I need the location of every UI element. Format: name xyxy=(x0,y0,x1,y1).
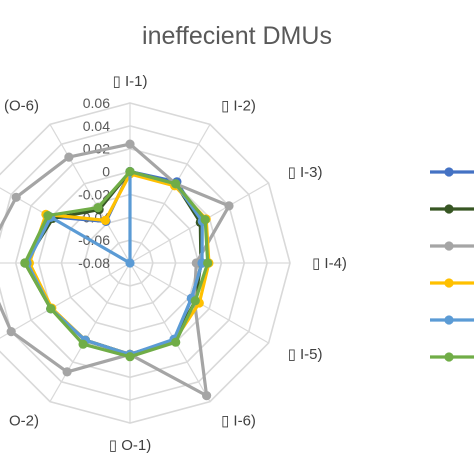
legend-key xyxy=(430,315,474,325)
data-point xyxy=(62,367,72,377)
category-label: O-2) xyxy=(9,413,39,430)
data-point xyxy=(203,258,213,268)
legend-marker xyxy=(444,315,454,325)
legend-key xyxy=(430,278,474,288)
legend-key xyxy=(430,167,474,177)
data-point xyxy=(125,258,135,268)
legend-key xyxy=(430,204,474,214)
data-point xyxy=(202,391,212,401)
grid-spoke xyxy=(129,262,211,402)
chart-title: ineffecient DMUs xyxy=(142,22,332,50)
category-label: ▯ I-2) xyxy=(221,97,256,114)
data-point xyxy=(78,339,88,349)
radial-axis: 0.060.040.020-0.02-0.04-0.06-0.08 xyxy=(78,95,110,271)
category-labels: ▯ I-1) ▯ I-2) ▯ I-3) ▯ I-4) ▯ I-5) ▯ I-6) ▯ O-… xyxy=(4,73,347,454)
data-point xyxy=(100,215,110,225)
category-label: ▯ I-6) xyxy=(221,413,256,430)
data-point xyxy=(190,296,200,306)
legend-marker xyxy=(444,278,454,288)
legend-marker xyxy=(444,204,454,214)
data-point xyxy=(171,337,181,347)
data-point xyxy=(125,139,135,149)
data-point xyxy=(20,258,30,268)
radial-tick-label: -0.08 xyxy=(78,255,110,271)
legend-marker xyxy=(444,167,454,177)
legend-marker xyxy=(444,352,454,362)
data-point xyxy=(64,152,74,162)
category-label: ▯ I-1) xyxy=(113,73,148,90)
grid-spoke xyxy=(49,124,131,264)
radial-tick-label: -0.02 xyxy=(78,186,110,202)
category-label: (O-6) xyxy=(4,97,39,114)
data-point xyxy=(200,215,210,225)
data-point xyxy=(125,352,135,362)
data-point xyxy=(43,211,53,221)
data-point xyxy=(171,179,181,189)
data-point xyxy=(125,167,135,177)
radial-tick-label: 0.06 xyxy=(83,95,110,111)
data-point xyxy=(93,203,103,213)
legend xyxy=(430,167,474,362)
category-label: ▯ O-1) xyxy=(109,437,151,454)
data-point xyxy=(46,304,56,314)
category-label: ▯ I-5) xyxy=(288,346,323,363)
legend-marker xyxy=(444,241,454,251)
category-label: ▯ I-4) xyxy=(312,255,347,272)
legend-key xyxy=(430,352,474,362)
radial-tick-label: 0 xyxy=(102,164,110,180)
radar-spokes xyxy=(0,103,290,423)
grid-spoke xyxy=(129,124,211,264)
legend-key xyxy=(430,241,474,251)
radial-tick-label: 0.04 xyxy=(83,118,110,134)
series-6 xyxy=(20,167,213,362)
data-series xyxy=(0,139,234,401)
category-label: ▯ I-3) xyxy=(288,164,323,181)
grid-spoke xyxy=(49,262,131,402)
data-point xyxy=(11,192,21,202)
data-point xyxy=(6,327,16,337)
data-point xyxy=(224,201,234,211)
